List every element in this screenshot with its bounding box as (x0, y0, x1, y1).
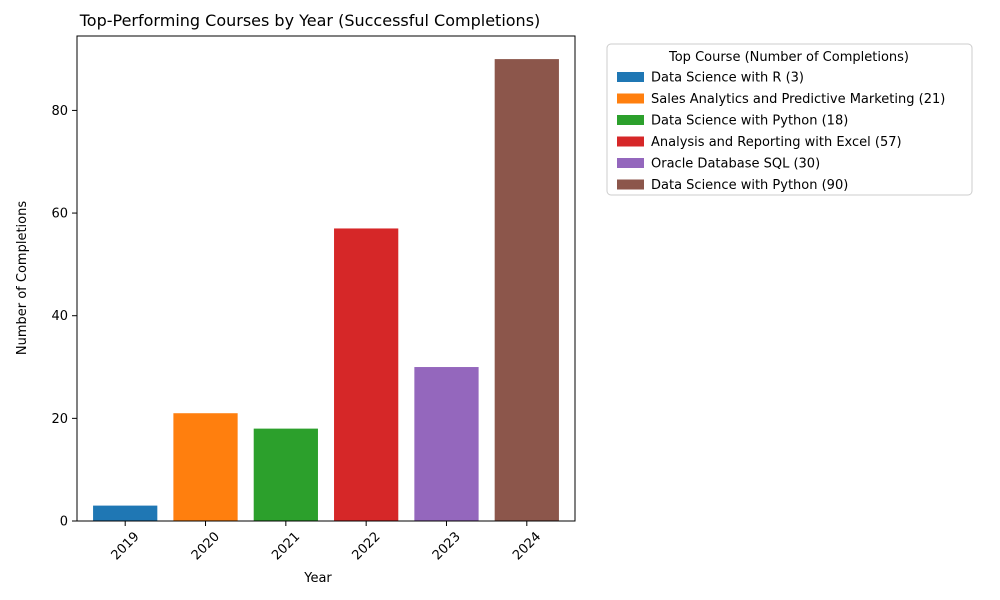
legend-entry-label: Sales Analytics and Predictive Marketing… (651, 92, 945, 107)
x-tick-label-2023: 2023 (430, 529, 464, 563)
bars-layer (93, 59, 559, 521)
y-tick-label: 40 (51, 309, 68, 324)
legend-swatch (617, 136, 644, 147)
legend-frame (606, 43, 973, 196)
y-tick-label: 60 (51, 207, 68, 222)
legend-entry-label: Data Science with R (3) (651, 71, 804, 86)
x-tick-label-2019: 2019 (109, 529, 143, 563)
bar-2022 (334, 228, 399, 521)
y-axis-label: Number of Completions (15, 201, 30, 355)
legend-entries: Data Science with R (3) Sales Analytics a… (617, 71, 945, 193)
legend-entry-label: Data Science with Python (18) (651, 114, 848, 129)
y-tick-label: 0 (60, 515, 68, 530)
bar-2021 (253, 428, 318, 521)
bar-2024 (494, 59, 559, 521)
legend: Top Course (Number of Completions) Data … (606, 43, 973, 196)
legend-title: Top Course (Number of Completions) (668, 50, 909, 65)
y-tick-label: 20 (51, 412, 68, 427)
x-axis-label: Year (303, 571, 332, 586)
bar-2020 (173, 413, 238, 521)
x-tick-label-2020: 2020 (189, 529, 223, 563)
x-tick-label-2024: 2024 (510, 529, 544, 563)
legend-swatch (617, 72, 644, 82)
legend-swatch (617, 115, 644, 125)
plot-frame (76, 35, 576, 522)
legend-swatch (617, 179, 644, 190)
legend-entry-label: Oracle Database SQL (30) (651, 157, 820, 172)
x-tick-label-2022: 2022 (350, 529, 384, 563)
bar-2019 (93, 505, 158, 521)
y-tick-label: 80 (51, 104, 68, 119)
legend-entry-label: Analysis and Reporting with Excel (57) (651, 135, 902, 150)
bar-2023 (414, 367, 479, 521)
x-tick-label-2021: 2021 (269, 529, 303, 563)
legend-swatch (617, 158, 644, 168)
legend-entry-label: Data Science with Python (90) (651, 178, 848, 193)
chart-title: Top-Performing Courses by Year (Successf… (79, 11, 541, 30)
legend-swatch (617, 93, 644, 104)
